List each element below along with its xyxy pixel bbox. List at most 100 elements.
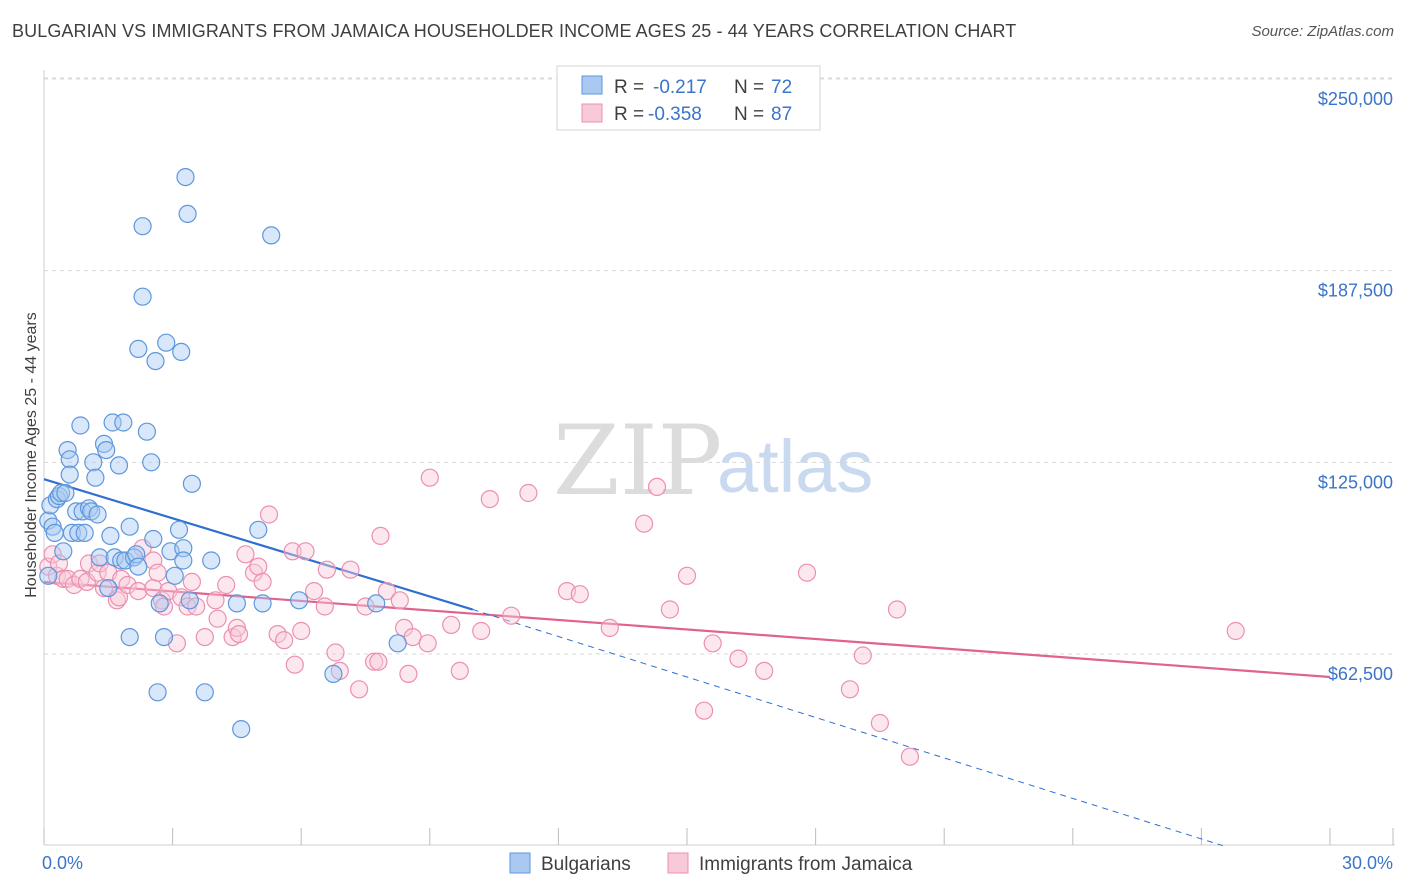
data-point-bulgarians [56, 483, 75, 503]
data-point-jamaica [519, 483, 538, 503]
data-point-bulgarians [133, 287, 152, 306]
data-point-bulgarians [39, 566, 58, 585]
data-point-jamaica [480, 490, 499, 509]
y-tick-label: $62,500 [1328, 664, 1393, 684]
data-point-bulgarians [249, 520, 268, 539]
x-tick-label-left: 0.0% [42, 853, 83, 873]
data-point-bulgarians [62, 523, 82, 543]
data-point-jamaica [317, 560, 336, 579]
data-point-jamaica [275, 631, 294, 650]
data-point-jamaica [853, 646, 872, 665]
data-point-bulgarians [253, 594, 272, 613]
legend-r-label: R = [614, 77, 644, 98]
data-point-jamaica [1226, 621, 1245, 641]
data-point-bulgarians [169, 520, 189, 539]
data-point-jamaica [285, 655, 304, 674]
legend-bottom-swatch-jamaica [667, 852, 689, 874]
data-point-jamaica [399, 664, 418, 684]
legend-bottom-label-jamaica: Immigrants from Jamaica [699, 854, 913, 875]
data-point-jamaica [442, 615, 461, 635]
data-point-jamaica [259, 505, 279, 524]
data-point-jamaica [129, 581, 148, 601]
data-point-jamaica [694, 701, 714, 720]
data-point-bulgarians [165, 566, 184, 585]
data-point-bulgarians [109, 456, 129, 475]
data-point-bulgarians [262, 226, 281, 245]
data-point-bulgarians [120, 517, 139, 536]
data-point-jamaica [797, 563, 817, 582]
x-tick-label-right: 30.0% [1342, 853, 1393, 873]
data-point-jamaica [350, 680, 369, 699]
trend-lines [43, 478, 1331, 847]
data-point-jamaica [43, 545, 62, 564]
legend-top: R = -0.217 N = 72 R = -0.358 N = 87 [556, 65, 821, 131]
data-point-jamaica [677, 566, 697, 585]
data-point-jamaica [840, 680, 860, 699]
data-point-jamaica [390, 591, 409, 610]
data-point-jamaica [236, 545, 255, 564]
data-point-bulgarians [129, 557, 148, 576]
legend-n-label: N = [734, 77, 764, 98]
legend-r-value: -0.217 [653, 77, 707, 98]
legend-r-label: R = [614, 104, 644, 125]
data-point-bulgarians [124, 548, 144, 567]
data-point-bulgarians [97, 441, 116, 460]
data-point-bulgarians [144, 529, 163, 549]
data-point-bulgarians [60, 465, 79, 484]
data-point-bulgarians [178, 204, 197, 223]
data-point-bulgarians [137, 422, 156, 441]
data-point-jamaica [420, 468, 439, 487]
chart-title: BULGARIAN VS IMMIGRANTS FROM JAMAICA HOU… [12, 21, 1017, 41]
data-point-jamaica [502, 606, 521, 625]
data-point-bulgarians [101, 526, 120, 546]
data-point-jamaica [283, 542, 302, 561]
data-point-bulgarians [367, 594, 386, 613]
data-point-jamaica [755, 661, 774, 681]
y-tick-labels: $250,000 $187,500 $125,000 $62,500 [1318, 89, 1393, 684]
data-point-bulgarians [60, 450, 79, 469]
y-tick-label: $125,000 [1318, 472, 1393, 492]
data-point-bulgarians [290, 591, 309, 610]
data-point-bulgarians [202, 551, 221, 570]
data-point-jamaica [315, 597, 334, 616]
legend-swatch-bulgarians [581, 75, 603, 95]
data-point-bulgarians [86, 468, 105, 487]
data-point-bulgarians [71, 416, 90, 435]
data-point-bulgarians [324, 664, 343, 684]
legend-swatch-jamaica [581, 103, 603, 123]
legend-bottom-label-bulgarians: Bulgarians [541, 854, 631, 875]
data-point-jamaica [900, 747, 920, 766]
data-point-jamaica [887, 600, 907, 619]
data-point-bulgarians [99, 578, 118, 598]
data-point-bulgarians [51, 483, 71, 503]
data-point-jamaica [570, 585, 589, 604]
data-point-jamaica [296, 542, 315, 561]
data-point-jamaica [472, 621, 491, 641]
data-point-jamaica [341, 560, 360, 579]
data-point-jamaica [195, 627, 214, 647]
data-point-jamaica [600, 618, 619, 638]
data-point-bulgarians [84, 453, 103, 472]
data-point-jamaica [182, 572, 201, 592]
axes [43, 70, 1395, 846]
data-point-jamaica [418, 634, 437, 653]
data-point-jamaica [703, 634, 722, 653]
legend-n-label: N = [734, 104, 764, 125]
data-point-jamaica [365, 652, 384, 671]
data-point-jamaica [634, 514, 654, 533]
y-axis-label: Householder Income Ages 25 - 44 years [23, 312, 40, 598]
data-point-jamaica [249, 557, 268, 576]
data-point-jamaica [305, 581, 324, 601]
bulgarian-points [39, 168, 407, 739]
trend-line-bulgarians [43, 478, 473, 611]
legend-bottom-swatch-bulgarians [509, 852, 531, 874]
data-point-bulgarians [129, 339, 148, 358]
source-label: Source: ZipAtlas.com [1251, 23, 1394, 40]
legend-n-value: 72 [771, 77, 792, 98]
data-point-jamaica [148, 563, 167, 582]
data-point-bulgarians [69, 523, 88, 543]
data-point-bulgarians [150, 594, 169, 613]
data-point-jamaica [206, 591, 225, 610]
data-point-bulgarians [75, 523, 94, 543]
